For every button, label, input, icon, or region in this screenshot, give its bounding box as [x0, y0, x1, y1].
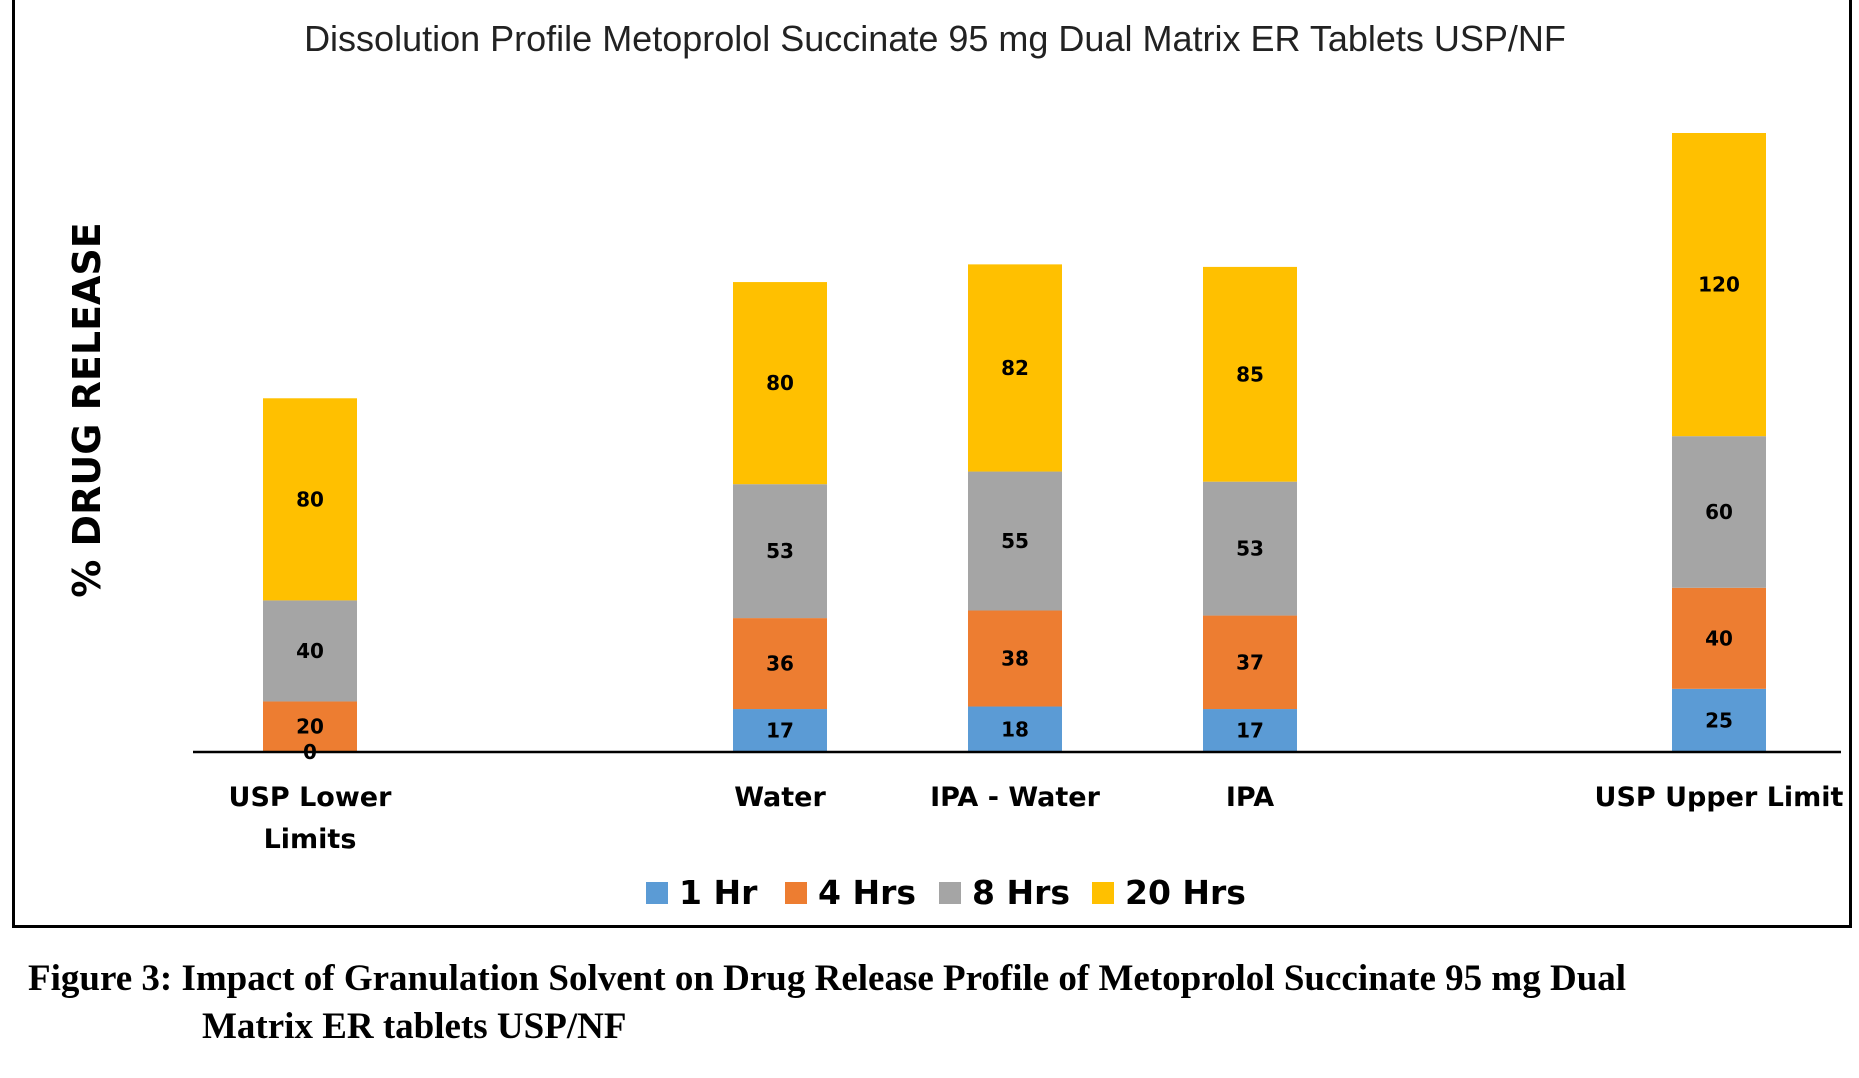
data-label: 17 — [766, 719, 794, 743]
figure-caption: Figure 3: Impact of Granulation Solvent … — [28, 955, 1838, 1051]
y-axis-label: % DRUG RELEASE — [65, 222, 109, 598]
data-label: 60 — [1705, 500, 1733, 524]
legend-label: 1 Hr — [679, 873, 758, 912]
data-label: 85 — [1236, 362, 1264, 386]
x-tick-label: IPA - Water — [930, 782, 1101, 813]
legend-label: 20 Hrs — [1125, 873, 1246, 912]
data-label: 38 — [1001, 647, 1029, 671]
legend-swatch — [939, 882, 961, 904]
bar-segment — [968, 264, 1062, 472]
bar-segment — [263, 398, 357, 601]
legend-swatch — [646, 882, 668, 904]
x-tick-label: IPA — [1226, 782, 1274, 813]
figure-caption-line1: Figure 3: Impact of Granulation Solvent … — [28, 958, 1627, 999]
data-label: 82 — [1001, 356, 1029, 380]
x-tick-label: USP Upper Limit — [1595, 782, 1844, 813]
legend-swatch — [1092, 882, 1114, 904]
stacked-bar-chart: Dissolution Profile Metoprolol Succinate… — [65, 18, 1844, 912]
bar-segment — [733, 618, 827, 710]
legend-label: 4 Hrs — [818, 873, 916, 912]
legend: 1 Hr 4 Hrs 8 Hrs 20 Hrs — [646, 873, 1246, 912]
bar-segment — [733, 484, 827, 619]
legend-label: 8 Hrs — [972, 873, 1070, 912]
data-label: 120 — [1698, 273, 1740, 297]
data-label: 55 — [1001, 529, 1029, 553]
data-label: 17 — [1236, 719, 1264, 743]
bar-segment — [968, 610, 1062, 707]
bar-segment — [1203, 266, 1297, 482]
data-label: 25 — [1705, 708, 1733, 732]
x-tick-label: Water — [734, 782, 826, 813]
bar-segment — [1203, 709, 1297, 752]
bar-segment — [968, 471, 1062, 611]
bar-segment — [263, 600, 357, 702]
bar-segment — [1203, 615, 1297, 710]
data-label: 37 — [1236, 650, 1264, 674]
bar-segment — [1672, 688, 1766, 752]
data-label: 80 — [766, 371, 794, 395]
figure-caption-line2: Matrix ER tablets USP/NF — [202, 1006, 627, 1047]
legend-swatch — [785, 882, 807, 904]
x-tick-label-line2: Limits — [264, 824, 357, 855]
bar-segment — [1672, 587, 1766, 689]
data-label: 53 — [766, 539, 794, 563]
x-axis-categories: USP Lower Limits Water IPA - Water IPA USP Up… — [229, 782, 1844, 855]
data-label: 20 — [296, 715, 324, 739]
data-label: 80 — [296, 487, 324, 511]
bar-segment — [968, 706, 1062, 752]
bar-segment — [1203, 481, 1297, 616]
bar-segment — [733, 709, 827, 752]
bar-segment — [733, 282, 827, 485]
data-label: 40 — [1705, 626, 1733, 650]
data-label: 36 — [766, 652, 794, 676]
data-label: 53 — [1236, 537, 1264, 561]
data-label: 40 — [296, 639, 324, 663]
bars-layer — [263, 133, 1766, 752]
bar-segment — [1672, 436, 1766, 588]
data-label: 18 — [1001, 717, 1029, 741]
x-tick-label: USP Lower — [229, 782, 393, 813]
bar-segment — [263, 701, 357, 752]
chart-title: Dissolution Profile Metoprolol Succinate… — [304, 18, 1566, 59]
bar-segment — [1672, 133, 1766, 437]
